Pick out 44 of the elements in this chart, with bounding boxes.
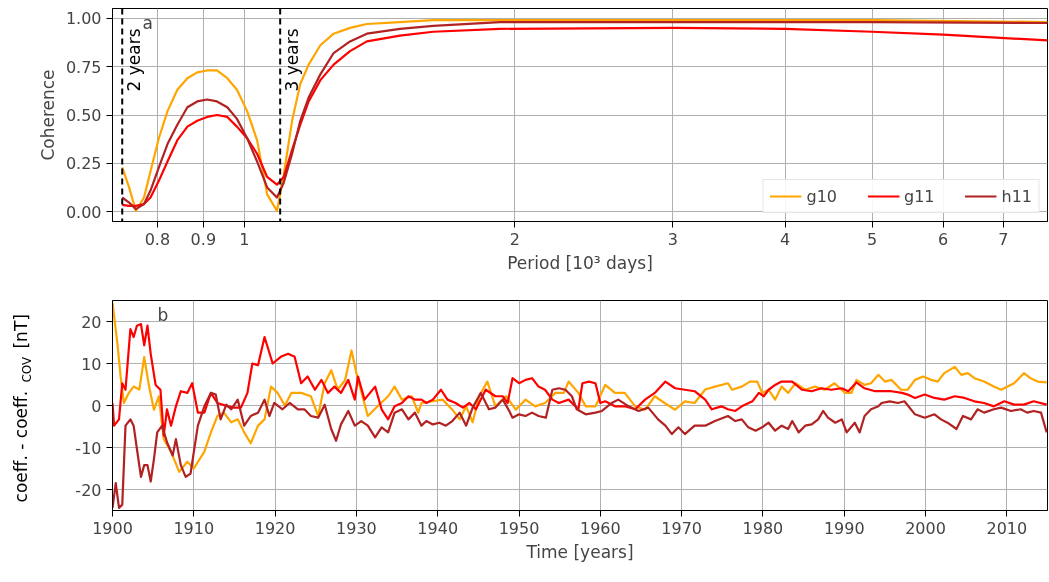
x-tick-label: 0.9 — [190, 229, 217, 249]
x-tick-label: 1920 — [254, 518, 296, 538]
legend-label: h11 — [1001, 186, 1032, 206]
x-tick-label: 7 — [998, 229, 1009, 249]
x-tick-label: 1 — [239, 229, 250, 249]
x-tick-label: 1980 — [742, 518, 784, 538]
x-axis-title: Period [10³ days] — [507, 252, 653, 273]
line-series — [112, 301, 1048, 473]
x-tick-label: 6 — [938, 229, 949, 249]
x-tick-label: 1930 — [336, 518, 377, 538]
y-tick-label: 0 — [91, 396, 102, 416]
y-tick-label: 1.00 — [65, 9, 102, 29]
ref-line-label: 3 years — [282, 28, 303, 92]
y-tick-label: 0.25 — [65, 154, 102, 174]
x-tick-label: 1950 — [498, 518, 540, 538]
y-tick-label: 10 — [81, 354, 102, 374]
x-axis-title: Time [years] — [525, 541, 634, 562]
legend-label: g11 — [903, 186, 935, 206]
x-tick-label: 5 — [866, 229, 878, 249]
x-tick-label: 2000 — [905, 518, 946, 538]
annotation: b — [157, 304, 169, 325]
y-tick-label: 20 — [81, 312, 102, 332]
y-tick-label: -20 — [75, 480, 102, 500]
x-tick-label: 4 — [779, 229, 791, 249]
legend-label: g10 — [806, 186, 837, 206]
x-tick-label: 3 — [667, 229, 678, 249]
y-tick-label: -10 — [75, 438, 102, 458]
y-tick-label: 0.00 — [65, 202, 102, 222]
x-tick-label: 2010 — [986, 518, 1028, 538]
annotation: a — [142, 12, 153, 33]
x-tick-label: 1940 — [417, 518, 459, 538]
y-tick-label: 0.75 — [65, 57, 102, 77]
ref-line-label: 2 years — [124, 28, 145, 92]
x-tick-label: 1970 — [661, 518, 702, 538]
x-tick-label: 0.8 — [144, 229, 171, 249]
x-tick-label: 2 — [509, 229, 520, 249]
x-tick-label: 1910 — [173, 518, 215, 538]
y-axis-title: coeff. - coeff.COV [nT] — [10, 314, 34, 503]
y-axis-title: Coherence — [37, 69, 58, 161]
x-tick-label: 1900 — [92, 518, 133, 538]
x-tick-label: 1990 — [823, 518, 865, 538]
line-series — [112, 322, 1048, 437]
y-tick-label: 0.50 — [65, 106, 102, 125]
x-tick-label: 1960 — [579, 518, 621, 538]
